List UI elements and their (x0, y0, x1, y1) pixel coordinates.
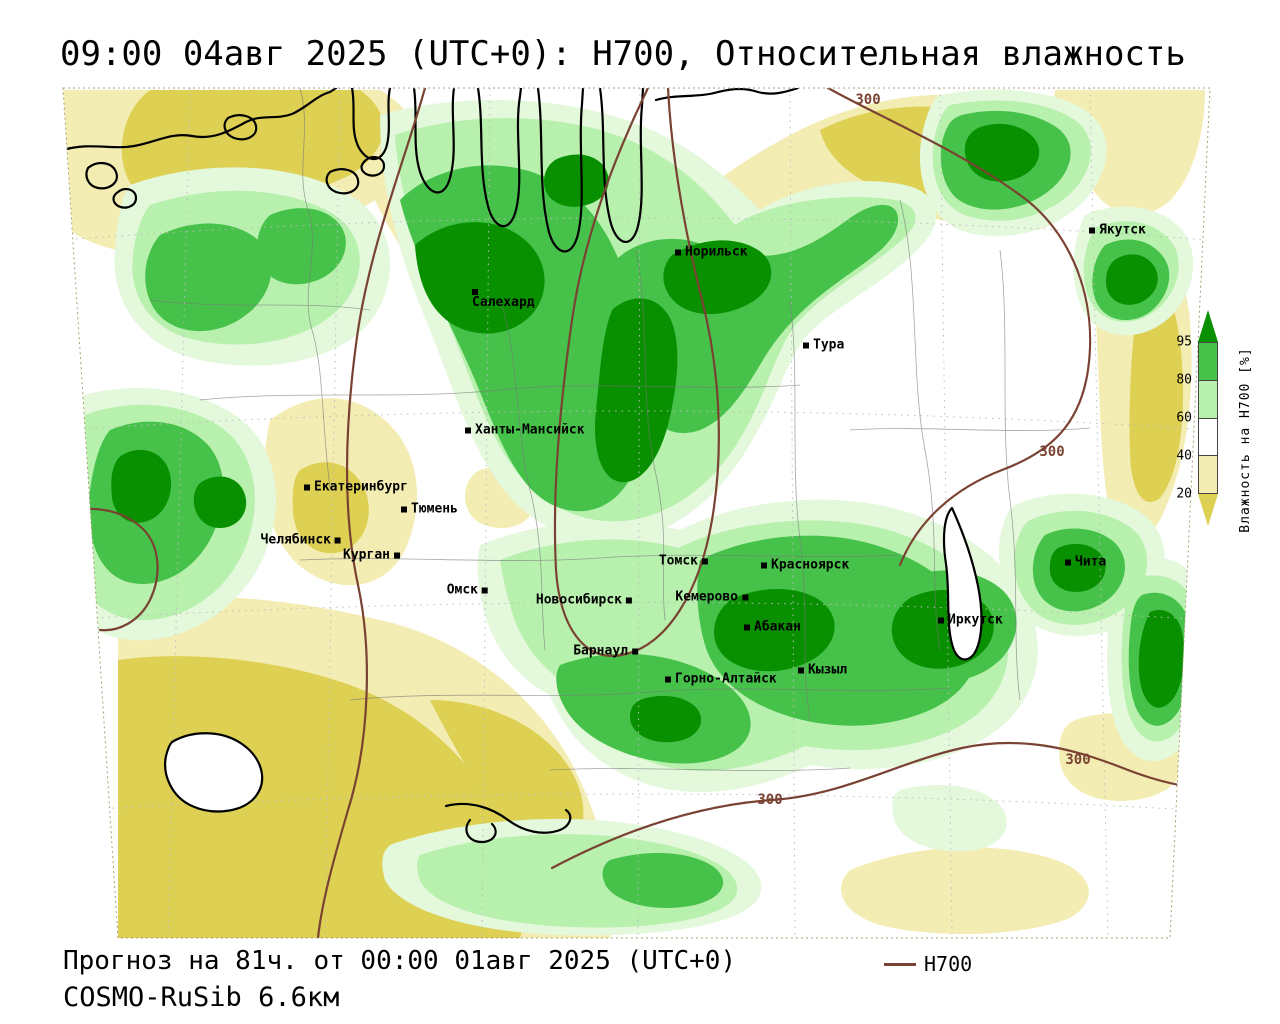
humidity-field (63, 89, 1210, 938)
humidity-dark-green-regions (111, 123, 1185, 743)
coastlines (63, 88, 983, 844)
colorbar-segment-light_green (1199, 379, 1217, 418)
admin-boundaries (149, 88, 1091, 771)
contour-legend-label: H700 (924, 952, 973, 976)
contour-lines-h700 (63, 88, 1210, 938)
colorbar-segments (1198, 342, 1218, 494)
colorbar-ticks: 95 80 60 40 20 (1166, 310, 1194, 526)
colorbar-label: Влажность на H700 [%] (1238, 347, 1253, 533)
footer-model-line: COSMO-RuSib 6.6км (63, 982, 340, 1013)
colorbar-tick-20: 20 (1176, 486, 1192, 502)
footer-forecast-line: Прогноз на 81ч. от 00:00 01авг 2025 (UTC… (63, 946, 737, 976)
colorbar-segment-white (1199, 417, 1217, 456)
page-title: 09:00 04авг 2025 (UTC+0): H700, Относите… (60, 34, 1186, 74)
colorbar-arrow-top (1198, 310, 1218, 342)
colorbar-tick-95: 95 (1176, 334, 1192, 350)
contour-legend-line (884, 962, 916, 966)
colorbar-segment-pale_yellow (1199, 455, 1217, 493)
colorbar-arrow-bottom (1198, 494, 1218, 526)
colorbar-tick-80: 80 (1176, 372, 1192, 388)
colorbar-tick-60: 60 (1176, 410, 1192, 426)
contour-legend: H700 (884, 954, 972, 974)
colorbar-tick-40: 40 (1176, 448, 1192, 464)
colorbar-segment-green (1199, 343, 1217, 380)
colorbar: 95 80 60 40 20 Влажность на H700 [%] (1176, 310, 1280, 550)
